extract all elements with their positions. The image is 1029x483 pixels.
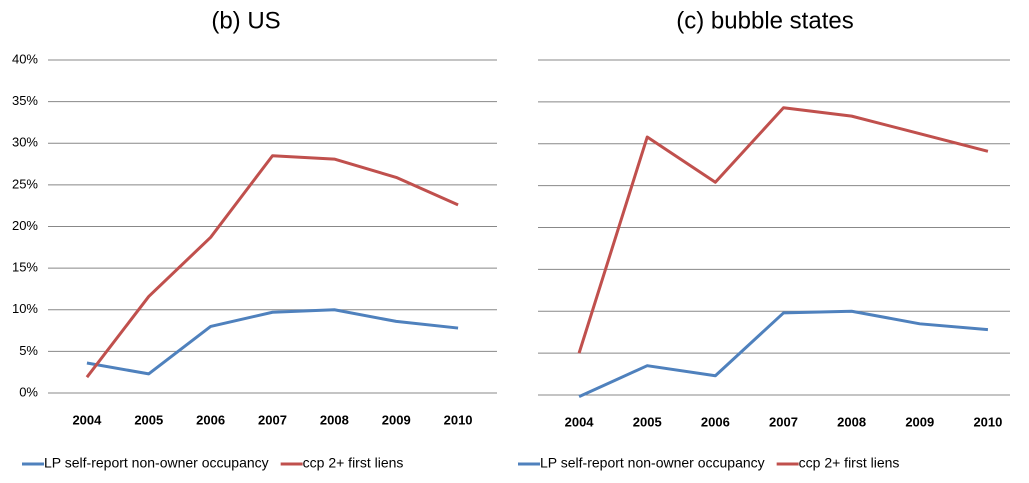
x-tick-label: 2007 <box>769 414 798 429</box>
x-tick-label: 2009 <box>382 412 411 427</box>
x-tick-label: 2004 <box>72 412 102 427</box>
x-tick-label: 2008 <box>320 412 349 427</box>
y-tick-label: 20% <box>12 218 38 233</box>
y-tick-label: 5% <box>19 343 38 358</box>
series-line <box>86 308 459 376</box>
legend-label: LP self-report non-owner occupancy <box>540 455 765 471</box>
x-tick-label: 2006 <box>701 414 730 429</box>
x-tick-label: 2010 <box>973 414 1002 429</box>
y-tick-label: 30% <box>12 135 38 150</box>
legend-label: LP self-report non-owner occupancy <box>44 455 269 471</box>
series-line <box>577 106 989 354</box>
y-tick-label: 40% <box>12 51 38 66</box>
x-tick-label: 2005 <box>633 414 662 429</box>
chart-title: (c) bubble states <box>676 7 853 34</box>
x-tick-label: 2006 <box>196 412 225 427</box>
y-tick-label: 25% <box>12 176 38 191</box>
series-line <box>578 309 989 399</box>
y-tick-label: 0% <box>19 384 38 399</box>
y-tick-label: 15% <box>12 260 38 275</box>
x-tick-label: 2007 <box>258 412 287 427</box>
series-line <box>85 154 459 379</box>
x-tick-label: 2005 <box>134 412 163 427</box>
y-tick-label: 35% <box>12 93 38 108</box>
legend-label: ccp 2+ first liens <box>303 455 404 471</box>
y-tick-label: 10% <box>12 301 38 316</box>
x-tick-label: 2008 <box>837 414 866 429</box>
x-tick-label: 2004 <box>565 414 595 429</box>
legend-label: ccp 2+ first liens <box>799 455 900 471</box>
x-tick-label: 2009 <box>905 414 934 429</box>
x-tick-label: 2010 <box>444 412 473 427</box>
chart-title: (b) US <box>211 7 280 34</box>
